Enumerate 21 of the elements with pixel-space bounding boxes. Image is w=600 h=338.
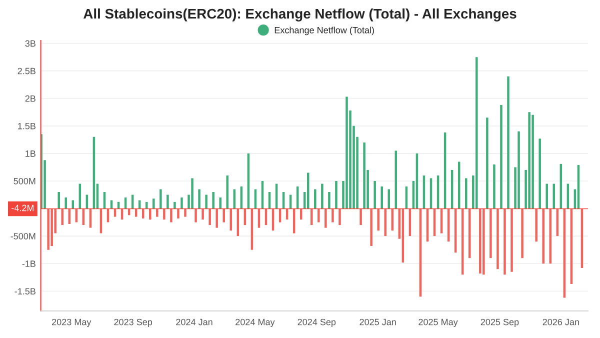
legend-label: Exchange Netflow (Total) <box>274 26 374 36</box>
y-tick-label: 2B <box>25 95 36 102</box>
y-tick-label: 1.5B <box>18 122 36 130</box>
x-tick-label: 2025 Jan <box>360 318 396 326</box>
x-tick-label: 2025 May <box>418 318 458 328</box>
x-tick-label: 2024 May <box>236 318 275 328</box>
y-tick-label: 500M <box>14 178 36 184</box>
x-tick-label: 2025 Sep <box>480 318 519 328</box>
y-tick-label: 3B <box>25 40 36 47</box>
y-tick-label: -500M <box>10 233 36 240</box>
x-tick-label: 2023 May <box>52 318 92 328</box>
x-tick-label: 2024 Jan <box>176 318 212 326</box>
x-tick-label: 2026 Jan <box>542 318 579 326</box>
y-tick-label: -1B <box>22 260 36 267</box>
x-tick-label: 2023 Sep <box>114 318 152 328</box>
x-tick-label: 2024 Sep <box>298 318 336 328</box>
y-tick-label: 2.5B <box>18 68 36 74</box>
y-tick-label: 1B <box>26 150 36 157</box>
chart-title: All Stablecoins(ERC20): Exchange Netflow (Total) - All Exchanges <box>84 8 516 22</box>
ref-line-label: -4.2M <box>12 204 34 212</box>
y-tick-label: -1.5B <box>14 288 36 294</box>
